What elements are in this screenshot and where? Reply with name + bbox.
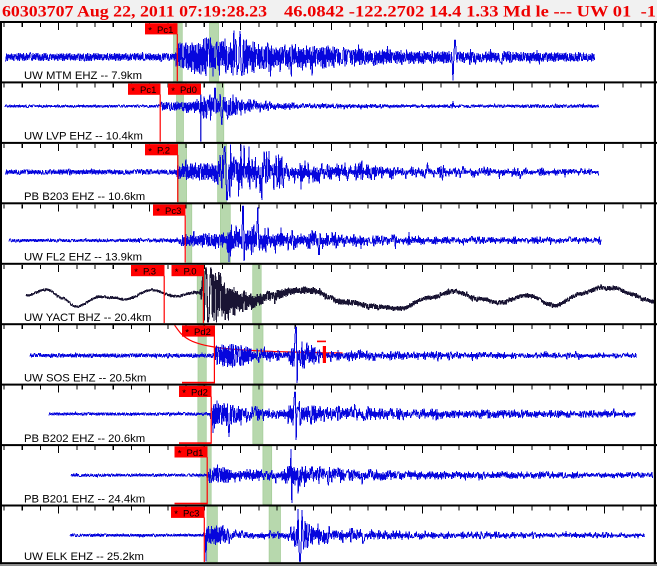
svg-text:*: * [148, 146, 152, 157]
svg-text:PB B202 EHZ -- 20.6km: PB B202 EHZ -- 20.6km [24, 433, 145, 445]
svg-text:UW ELK EHZ -- 25.2km: UW ELK EHZ -- 25.2km [24, 551, 144, 563]
svg-text:*: * [171, 86, 175, 97]
svg-text:UW LVP EHZ -- 10.4km: UW LVP EHZ -- 10.4km [24, 131, 143, 143]
svg-text:60303707 Aug 22, 2011 07:19:28: 60303707 Aug 22, 2011 07:19:28.23 [2, 4, 267, 21]
svg-text:*: * [178, 449, 182, 460]
svg-text:Pc3: Pc3 [165, 206, 181, 217]
svg-text:*: * [134, 267, 138, 278]
svg-text:PB B201 EHZ -- 24.4km: PB B201 EHZ -- 24.4km [24, 493, 145, 505]
svg-text:UW YACT BHZ -- 20.4km: UW YACT BHZ -- 20.4km [24, 312, 151, 324]
svg-text:P.3: P.3 [143, 267, 156, 278]
svg-text:Pc3: Pc3 [183, 508, 199, 519]
svg-text:*: * [182, 388, 186, 399]
svg-text:Pd2: Pd2 [191, 387, 208, 398]
svg-text:Pd0: Pd0 [180, 85, 197, 96]
svg-text:P.2: P.2 [157, 146, 170, 157]
svg-text:PB B203 EHZ -- 10.6km: PB B203 EHZ -- 10.6km [24, 191, 145, 203]
svg-text:UW SOS EHZ -- 20.5km: UW SOS EHZ -- 20.5km [24, 372, 146, 384]
svg-text:Pd2: Pd2 [194, 327, 211, 338]
svg-text:Pc1: Pc1 [140, 85, 156, 96]
svg-text:UW FL2 EHZ -- 13.9km: UW FL2 EHZ -- 13.9km [24, 252, 142, 264]
svg-text:*: * [156, 207, 160, 218]
svg-text:Pd1: Pd1 [187, 448, 204, 459]
svg-text:UW MTM EHZ -- 7.9km: UW MTM EHZ -- 7.9km [24, 70, 142, 82]
svg-text:Pc1: Pc1 [157, 25, 173, 36]
svg-text:*: * [175, 267, 179, 278]
svg-text:*: * [174, 509, 178, 520]
svg-text:46.0842 -122.2702 14.4 1.33 Md: 46.0842 -122.2702 14.4 1.33 Md le --- UW… [284, 4, 656, 21]
svg-text:*: * [185, 328, 189, 339]
svg-text:*: * [131, 86, 135, 97]
svg-text:*: * [148, 25, 152, 36]
svg-text:P.0: P.0 [184, 267, 197, 278]
